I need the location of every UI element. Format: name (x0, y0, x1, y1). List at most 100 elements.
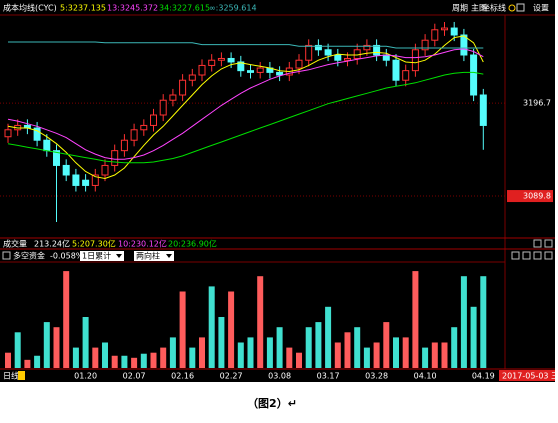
fund-bar (237, 342, 244, 368)
toolbar-button[interactable]: 主图 (471, 3, 487, 13)
fund-bar (111, 355, 118, 368)
ma-line (7, 35, 484, 180)
fund-bar (121, 355, 128, 368)
candle-body (169, 94, 177, 101)
x-tick-label: 04.19 (472, 372, 495, 381)
candle-body (43, 139, 51, 152)
candle-body (450, 27, 458, 36)
ma-line (8, 41, 484, 49)
fund-bar (286, 347, 293, 368)
panel-icon[interactable] (511, 251, 520, 260)
chart-title: 成本均线(CYC) (3, 3, 57, 13)
candle-body (382, 54, 390, 61)
fund-bar (460, 276, 467, 368)
candle-body (198, 64, 206, 76)
volume-ma: 10:230.12亿 (118, 239, 167, 249)
dropdown[interactable] (134, 251, 174, 261)
period-label[interactable]: 日线 (3, 371, 19, 381)
dropdown-arrow[interactable] (116, 254, 122, 258)
panel-icon[interactable] (544, 239, 553, 248)
caption: （图2）↵ (247, 397, 297, 410)
candle-body (363, 44, 371, 51)
panel-icon[interactable] (533, 251, 542, 260)
dropdown-label[interactable]: 1日累计 (82, 251, 111, 261)
fund-bar (344, 332, 351, 368)
fund-bar (325, 306, 332, 368)
legend-entry: ∞:3259.614 (209, 4, 257, 13)
panel-title: 多空资金 (13, 251, 45, 261)
fund-bar (480, 276, 487, 368)
toolbar-icon[interactable] (516, 3, 525, 12)
panel-icon[interactable] (544, 251, 553, 260)
fund-bar (63, 271, 70, 368)
fund-bar (373, 342, 380, 368)
candle-body (470, 54, 478, 96)
candle-body (237, 61, 245, 72)
candle-body (392, 59, 400, 81)
candle-body (441, 27, 448, 31)
candle-body (4, 129, 12, 138)
dropdown-label[interactable]: 两向柱 (136, 251, 160, 261)
current-date: 2017-05-03 三 (502, 372, 558, 381)
fund-bar (82, 317, 89, 368)
dropdown[interactable] (80, 251, 124, 261)
toolbar-button[interactable]: 周期 (452, 4, 468, 13)
x-tick-label: 01.20 (74, 372, 97, 381)
candle-body (150, 114, 157, 126)
candle-body (101, 164, 109, 176)
candle-body (479, 94, 487, 126)
x-tick-label: 03.17 (317, 372, 340, 381)
candle-body (179, 79, 187, 96)
fund-bar (160, 347, 167, 368)
fund-bar (383, 322, 390, 368)
candle-body (159, 99, 167, 116)
fund-bar (451, 327, 458, 368)
fund-bar (24, 359, 31, 368)
candle-body (373, 44, 381, 56)
candle-body (91, 174, 99, 186)
y-tick-label: 3196.7 (523, 99, 551, 108)
fund-bar (14, 332, 21, 368)
y-tick-label: 3089.8 (523, 192, 551, 201)
panel-icon[interactable] (533, 239, 542, 248)
fund-bar (131, 357, 138, 368)
fund-bar (422, 347, 429, 368)
candle-body (402, 70, 410, 81)
candle-body (33, 127, 41, 141)
fund-bar (431, 342, 438, 368)
panel-icon[interactable] (522, 251, 531, 260)
candle-body (82, 179, 90, 186)
fund-bar (247, 337, 254, 368)
fund-bar (102, 342, 108, 368)
candle-body (460, 34, 468, 56)
x-tick-label: 02.07 (123, 372, 146, 381)
fund-bar (257, 276, 264, 368)
y-tick-box (507, 190, 553, 203)
candle-body (227, 57, 235, 63)
volume-ma: 5:207.30亿 (72, 239, 116, 249)
candle-body (247, 70, 254, 73)
candle-body (72, 174, 80, 186)
toolbar-button[interactable]: 设置 (533, 3, 549, 13)
fund-bar (208, 286, 215, 368)
fund-bar (276, 327, 283, 368)
panel-icon[interactable] (2, 251, 11, 260)
candle-body (62, 164, 70, 176)
dropdown-arrow[interactable] (166, 254, 172, 258)
period-icon[interactable] (18, 371, 25, 380)
candle-body (295, 59, 303, 69)
toolbar-icon[interactable] (508, 4, 516, 12)
x-tick-label: 03.28 (365, 372, 388, 381)
fund-bar (412, 271, 419, 368)
candle-body (130, 129, 138, 141)
fund-bar (266, 337, 273, 368)
candle-body (256, 67, 264, 73)
toolbar-button[interactable]: 坐标线 (482, 3, 506, 13)
fund-bar (189, 347, 196, 368)
ma-line (7, 71, 484, 164)
volume-ma: 20:236.90亿 (168, 239, 217, 249)
fund-bar (470, 306, 477, 368)
candle-body (324, 49, 332, 56)
legend-entry: 13:3245.372 (107, 4, 158, 13)
